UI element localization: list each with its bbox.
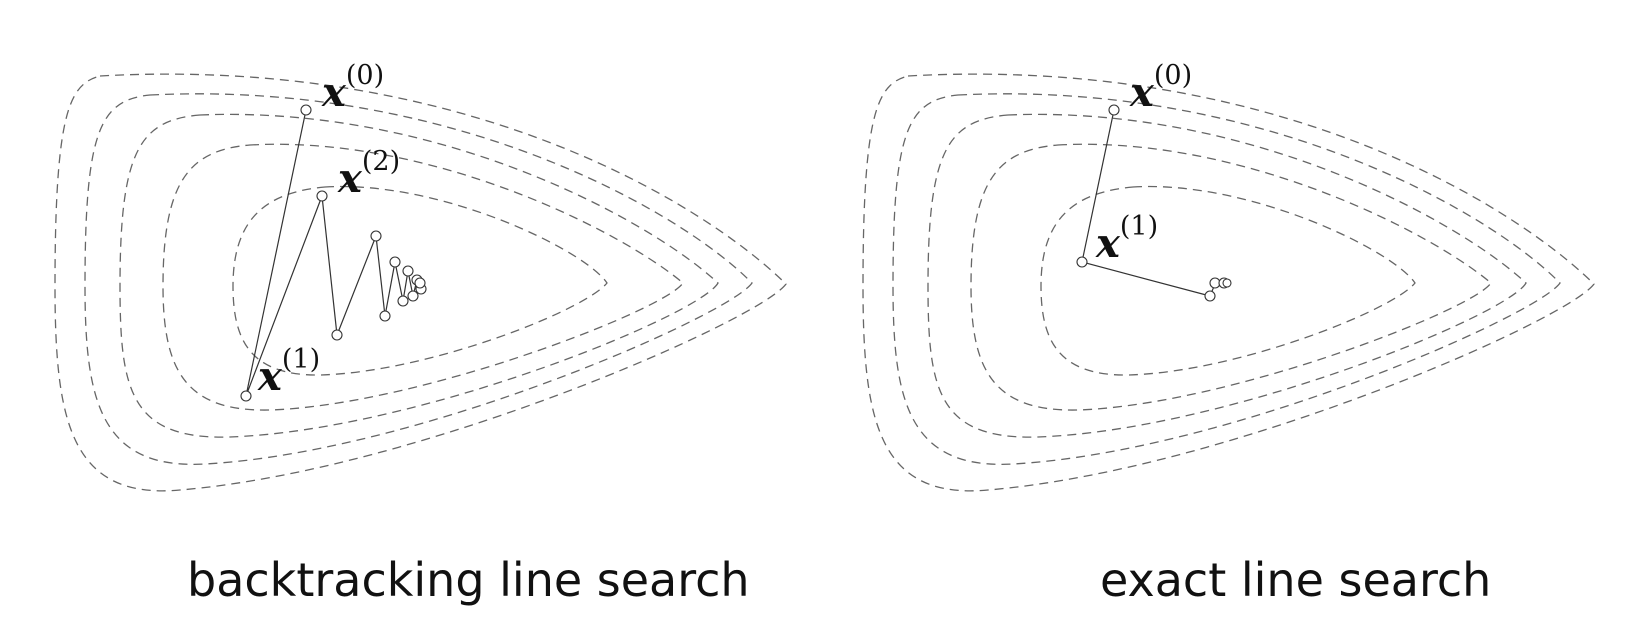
- caption-backtracking: backtracking line search: [187, 553, 750, 607]
- label-x1: x(1): [1095, 211, 1158, 267]
- label-x2: x(2): [337, 146, 400, 202]
- label-x1: x(1): [257, 344, 320, 400]
- label-x0: x(0): [1129, 60, 1192, 116]
- label-x0: x(0): [321, 60, 384, 116]
- panel-exact: x(0) x(1): [862, 60, 1595, 492]
- iterate-points: [1076, 104, 1232, 302]
- iterate-points: [240, 104, 427, 402]
- iterate-path: [1081, 109, 1227, 297]
- panel-backtracking: x(0) x(2) x(1): [54, 60, 787, 492]
- caption-exact: exact line search: [1100, 553, 1492, 607]
